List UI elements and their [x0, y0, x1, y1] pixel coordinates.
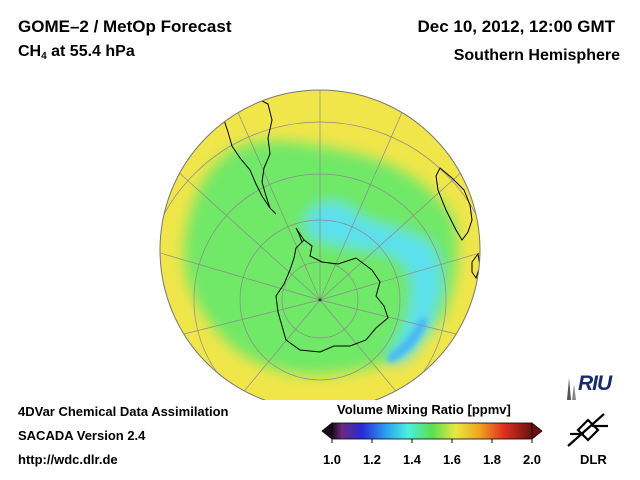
meridian	[319, 299, 421, 400]
footer-version-label: SACADA Version 2.4	[18, 428, 146, 443]
south-america-coastline	[219, 95, 277, 215]
colorbar-tick-label: 2.0	[523, 452, 541, 467]
antarctic-peninsula-coastline	[295, 227, 305, 243]
species-subscript: 4	[41, 51, 47, 62]
colorbar: 1.0 1.2 1.4 1.6 1.8 2.0	[321, 422, 543, 467]
colorbar-max-arrow	[531, 422, 543, 440]
colorbar-title: Volume Mixing Ratio [ppmv]	[337, 402, 511, 417]
colorbar-tick-label: 1.0	[323, 452, 341, 467]
green-field	[184, 141, 458, 375]
africa-coastline	[435, 167, 473, 241]
colorbar-tick-label: 1.4	[403, 452, 422, 467]
globe-outline	[159, 89, 481, 400]
coastlines	[219, 95, 480, 353]
dlr-logo-icon	[567, 413, 608, 447]
pressure-level: at 55.4 hPa	[46, 43, 135, 60]
hemisphere-label: Southern Hemisphere	[453, 47, 620, 64]
meridian	[319, 159, 476, 301]
meridian	[160, 249, 321, 301]
methane-field	[184, 141, 458, 375]
meridian	[219, 299, 321, 400]
meridian	[319, 249, 480, 301]
south-pole-marker	[318, 298, 322, 302]
low-value-tongue	[387, 318, 428, 363]
colorbar-min-arrow	[321, 422, 333, 440]
meridian	[319, 299, 480, 341]
riu-logo-icon	[567, 378, 576, 400]
meridian	[164, 159, 321, 301]
forecast-datetime: Dec 10, 2012, 12:00 GMT	[417, 17, 615, 36]
colorbar-tick-group: 1.0 1.2 1.4 1.6 1.8 2.0	[323, 439, 541, 467]
species-level-label: CH4 at 55.4 hPa	[18, 43, 135, 62]
meridian	[160, 299, 321, 341]
colorbar-tick-label: 1.8	[483, 452, 501, 467]
meridian	[229, 93, 321, 301]
cyan-field	[305, 202, 442, 364]
species-name: CH	[18, 43, 42, 60]
hemisphere-map	[159, 89, 481, 400]
colorbar-tick-label: 1.6	[443, 452, 461, 467]
meridian	[319, 93, 411, 301]
graticule	[160, 90, 480, 400]
colorbar-tick-label: 1.2	[363, 452, 381, 467]
footer-assimilation-label: 4DVar Chemical Data Assimilation	[18, 404, 229, 419]
dlr-logo-text: DLR	[580, 452, 607, 467]
colorbar-gradient	[331, 422, 533, 440]
antarctica-coastline	[275, 239, 389, 353]
footer-url-link[interactable]: http://wdc.dlr.de	[18, 452, 118, 467]
riu-logo-text: RIU	[578, 372, 612, 395]
map-title: GOME–2 / MetOp Forecast	[18, 17, 232, 36]
